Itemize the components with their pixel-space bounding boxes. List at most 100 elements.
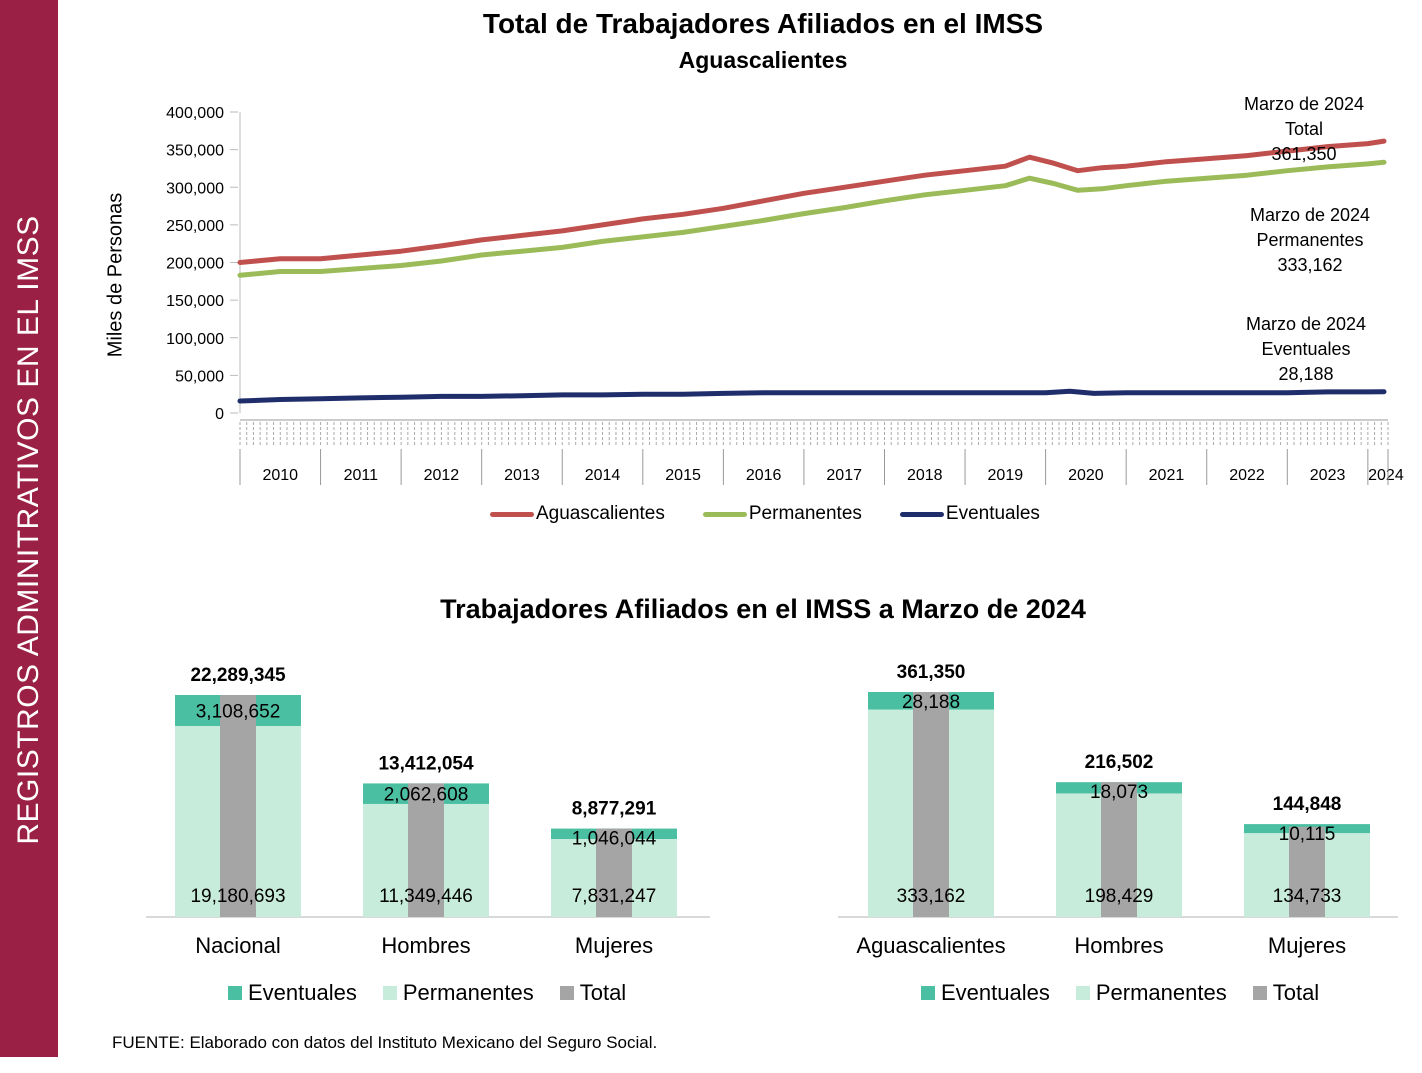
bar-eventuales-label: 3,108,652 (196, 701, 281, 722)
annotation-eventuales-line2: Eventuales (1261, 339, 1351, 359)
source-note: FUENTE: Elaborado con datos del Institut… (112, 1033, 658, 1052)
bar-permanentes-label: 11,349,446 (379, 886, 473, 907)
bar-legend-right-total-label: Total (1272, 980, 1320, 1005)
bar-legend-left-permanentes-label: Permanentes (402, 980, 534, 1005)
bar-legend-left-eventuales: Eventuales (228, 980, 357, 1006)
series-line-permanentes (237, 159, 1387, 278)
bar-category-label: Hombres (1074, 933, 1163, 958)
bar-category-label: Mujeres (575, 933, 653, 958)
legend-item-eventuales: Eventuales (899, 503, 1040, 525)
annotation-total: Marzo de 2024 Total 361,350 (1219, 92, 1389, 167)
x-tick-label-2013: 2013 (504, 467, 540, 484)
y-tick-label: 200,000 (166, 256, 224, 273)
bar-legend-left-total-label: Total (579, 980, 627, 1005)
bar-category-label: Mujeres (1268, 933, 1346, 958)
bar-permanentes-label: 134,733 (1273, 886, 1342, 907)
x-tick-label-2024: 2024 (1368, 467, 1404, 484)
annotation-permanentes-line3: 333,162 (1277, 255, 1343, 275)
y-tick-label: 100,000 (166, 331, 224, 348)
x-tick-label-2019: 2019 (988, 467, 1024, 484)
line-chart-subtitle: Aguascalientes (678, 47, 848, 73)
bar-legend-right-permanentes: Permanentes (1075, 980, 1227, 1006)
bar-legend-right: Eventuales Permanentes Total (921, 980, 1345, 1006)
x-tick-label-2014: 2014 (585, 467, 621, 484)
y-tick-label: 0 (215, 406, 224, 423)
bar-total-label: 8,877,291 (572, 799, 657, 820)
bar-category-label: Aguascalientes (856, 933, 1005, 958)
x-tick-label-2022: 2022 (1229, 467, 1265, 484)
legend-line-eventuales (899, 511, 944, 517)
bar-total-label: 216,502 (1085, 752, 1154, 773)
swatch-total (1252, 986, 1267, 1000)
bar-permanentes-label: 19,180,693 (190, 886, 285, 907)
bar-legend-left-permanentes: Permanentes (382, 980, 534, 1006)
swatch-permanentes (382, 986, 397, 1000)
x-tick-label-2023: 2023 (1310, 467, 1346, 484)
annotation-eventuales-line1: Marzo de 2024 (1245, 314, 1367, 334)
line-chart-legend: Aguascalientes Permanentes Eventuales (490, 503, 1078, 525)
legend-item-permanentes: Permanentes (702, 503, 862, 525)
y-tick-label: 150,000 (166, 293, 224, 310)
bar-eventuales-label: 28,188 (902, 692, 960, 713)
line-chart-title: Total de Trabajadores Afiliados en el IM… (482, 8, 1044, 39)
bar-chart-title: Trabajadores Afiliados en el IMSS a Marz… (440, 594, 1086, 624)
annotation-eventuales: Marzo de 2024 Eventuales 28,188 (1221, 312, 1391, 387)
sidebar-band: REGISTROS ADMINITRATIVOS EN EL IMSS (0, 0, 58, 1057)
bar-legend-left: Eventuales Permanentes Total (228, 980, 652, 1006)
series-line-aguascalientes (237, 138, 1387, 265)
bar-permanentes-label: 333,162 (897, 886, 966, 907)
bar-legend-left-eventuales-label: Eventuales (248, 980, 357, 1005)
legend-item-aguascalientes: Aguascalientes (490, 503, 665, 525)
bar-category-label: Hombres (381, 933, 470, 958)
bar-total (220, 695, 256, 917)
y-tick-label: 300,000 (166, 180, 224, 197)
bar-eventuales-label: 18,073 (1090, 782, 1148, 803)
x-tick-label-2020: 2020 (1068, 467, 1104, 484)
legend-line-permanentes (702, 511, 747, 517)
bar-eventuales-label: 2,062,608 (384, 785, 469, 806)
line-chart: 400,000 350,000 300,000 250,000 200,000 150,0… (166, 105, 1404, 485)
legend-line-aguascalientes (490, 511, 534, 517)
bar-total-label: 144,848 (1273, 794, 1342, 815)
annotation-permanentes: Marzo de 2024 Permanentes 333,162 (1225, 203, 1395, 278)
annotation-total-line1: Marzo de 2024 (1243, 94, 1365, 114)
annotation-permanentes-line2: Permanentes (1256, 230, 1364, 250)
bar-total-label: 13,412,054 (378, 753, 474, 774)
x-tick-label-2021: 2021 (1149, 467, 1185, 484)
legend-label-eventuales: Eventuales (945, 503, 1040, 524)
legend-label-aguascalientes: Aguascalientes (536, 503, 665, 524)
bar-total-label: 22,289,345 (190, 665, 286, 686)
legend-label-permanentes: Permanentes (748, 503, 862, 524)
x-tick-label-2010: 2010 (262, 467, 298, 484)
x-tick-label-2018: 2018 (907, 467, 943, 484)
bar-total (596, 828, 632, 917)
bar-eventuales-label: 1,046,044 (572, 829, 657, 850)
annotation-total-line2: Total (1284, 119, 1324, 139)
bar-eventuales-label: 10,115 (1279, 824, 1336, 845)
bar-legend-right-total: Total (1252, 980, 1320, 1006)
swatch-eventuales (921, 986, 935, 1000)
x-tick-label-2011: 2011 (344, 467, 379, 484)
annotation-eventuales-line3: 28,188 (1278, 364, 1334, 384)
bar-legend-right-permanentes-label: Permanentes (1095, 980, 1227, 1005)
x-tick-label-2016: 2016 (746, 467, 782, 484)
bar-total-label: 361,350 (897, 662, 966, 683)
y-tick-label: 250,000 (166, 218, 224, 235)
bar-total (1101, 782, 1137, 917)
y-tick-label: 400,000 (166, 105, 224, 122)
x-tick-label-2017: 2017 (826, 467, 862, 484)
annotation-permanentes-line1: Marzo de 2024 (1249, 205, 1371, 225)
bar-permanentes-label: 7,831,247 (572, 886, 657, 907)
bar-total (913, 692, 949, 917)
swatch-permanentes (1075, 986, 1090, 1000)
y-tick-label: 350,000 (166, 143, 224, 160)
bar-legend-right-eventuales-label: Eventuales (941, 980, 1050, 1005)
swatch-total (559, 986, 574, 1000)
bar-total (408, 783, 444, 917)
swatch-eventuales (228, 986, 242, 1000)
bar-permanentes-label: 198,429 (1085, 886, 1154, 907)
x-tick-label-2012: 2012 (424, 467, 460, 484)
bar-legend-left-total: Total (559, 980, 627, 1006)
annotation-total-line3: 361,350 (1271, 144, 1337, 164)
